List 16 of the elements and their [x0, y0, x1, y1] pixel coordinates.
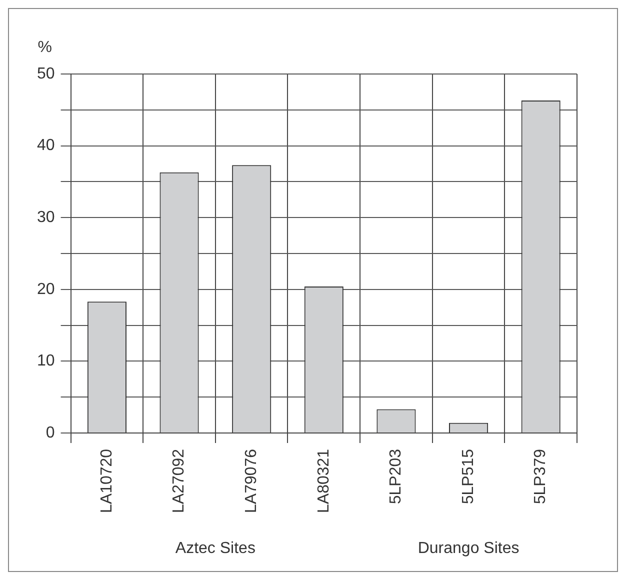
- x-tick-label: 5LP379: [532, 448, 550, 504]
- y-tick-label: 20: [37, 280, 55, 298]
- x-tick-label: LA27092: [170, 448, 188, 513]
- x-tick-label: LA80321: [315, 448, 332, 513]
- y-tick-label: 0: [46, 424, 55, 442]
- x-tick-label: LA79076: [242, 448, 260, 513]
- text: Durango Sites: [418, 540, 520, 557]
- text: Aztec Sites: [175, 540, 256, 557]
- y-tick-label: 50: [37, 65, 55, 82]
- y-axis-title: %: [38, 39, 52, 56]
- y-tick-label: 30: [37, 208, 55, 226]
- y-tick-label: 40: [37, 137, 55, 154]
- x-tick-label: 5LP203: [388, 448, 405, 504]
- y-tick-label: 10: [37, 352, 55, 370]
- x-tick-label: LA10720: [98, 448, 116, 513]
- x-tick-label: 5LP515: [460, 448, 477, 504]
